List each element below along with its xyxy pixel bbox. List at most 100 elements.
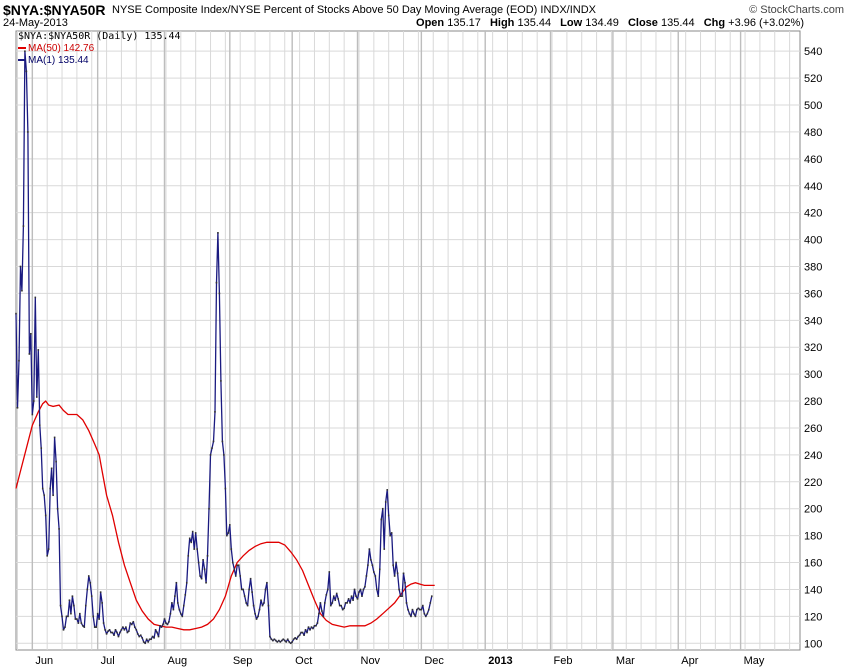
price-point	[199, 575, 201, 577]
price-point	[343, 607, 345, 610]
price-point	[272, 639, 274, 642]
price-point	[309, 629, 311, 631]
price-point	[234, 575, 237, 577]
price-point	[16, 406, 19, 409]
price-point	[414, 615, 417, 618]
price-point	[209, 454, 212, 456]
price-point	[19, 265, 22, 268]
price-point	[28, 353, 31, 355]
symbol-description: NYSE Composite Index/NYSE Percent of Sto…	[112, 4, 597, 16]
price-point	[304, 629, 307, 631]
price-point	[111, 631, 114, 634]
price-point	[254, 612, 256, 615]
price-point	[220, 380, 222, 382]
price-point	[147, 641, 149, 643]
price-point	[249, 577, 252, 580]
x-tick-label: Oct	[295, 655, 312, 667]
price-point	[64, 626, 66, 628]
price-point	[318, 612, 320, 615]
legend-ma1-text: MA(1) 135.44	[28, 55, 89, 66]
chart-legend: $NYA:$NYA50R (Daily) 135.44 MA(50) 142.7…	[18, 31, 181, 67]
plot-frame	[15, 30, 801, 651]
price-point	[148, 638, 151, 641]
price-point	[175, 581, 178, 584]
price-point	[86, 588, 89, 591]
price-point	[258, 608, 261, 611]
price-point	[157, 635, 160, 638]
y-tick-label: 120	[804, 611, 822, 623]
price-point	[286, 638, 289, 641]
price-point	[92, 615, 95, 618]
price-point	[325, 594, 328, 596]
price-point	[405, 602, 408, 604]
price-point	[58, 528, 60, 530]
price-point	[291, 641, 293, 643]
price-point	[126, 631, 129, 634]
price-point	[138, 635, 141, 638]
price-point	[172, 608, 175, 611]
price-point	[359, 588, 362, 591]
price-point	[101, 602, 103, 604]
legend-ma50: MA(50) 142.76	[18, 43, 181, 55]
price-point	[70, 612, 72, 615]
price-point	[212, 440, 215, 443]
price-point	[352, 599, 354, 602]
y-tick-label: 540	[804, 46, 822, 58]
price-point	[46, 555, 48, 557]
x-tick-label: Sep	[233, 655, 253, 667]
price-point	[365, 575, 368, 577]
price-point	[116, 631, 118, 634]
price-point	[187, 555, 190, 557]
x-tick-label: Jun	[35, 655, 53, 667]
price-point	[341, 608, 344, 611]
price-point	[266, 581, 268, 584]
price-point	[282, 638, 285, 641]
price-point	[350, 595, 353, 597]
price-point	[233, 568, 236, 571]
price-point	[221, 440, 224, 443]
price-point	[239, 575, 242, 577]
price-point	[98, 618, 100, 620]
price-point	[306, 631, 308, 634]
price-point	[413, 612, 415, 615]
price-point	[275, 639, 277, 642]
price-point	[27, 131, 29, 133]
close-label: Close	[627, 17, 658, 29]
price-point	[396, 572, 399, 575]
price-point	[211, 447, 213, 449]
y-tick-label: 300	[804, 369, 822, 381]
price-point	[387, 514, 390, 517]
y-tick-label: 460	[804, 154, 822, 166]
price-point	[362, 588, 365, 591]
price-point	[331, 602, 334, 604]
price-point	[267, 604, 270, 607]
y-tick-label: 260	[804, 423, 822, 435]
price-point	[316, 622, 319, 624]
price-point	[73, 604, 75, 607]
price-point	[429, 602, 432, 604]
price-point	[240, 588, 243, 591]
price-point	[373, 571, 375, 573]
price-point	[162, 623, 164, 626]
price-point	[79, 612, 81, 615]
price-point	[160, 626, 163, 628]
price-point	[389, 534, 391, 537]
price-point	[139, 634, 142, 636]
price-point	[24, 50, 26, 52]
price-point	[427, 608, 430, 611]
price-point	[430, 595, 433, 597]
price-point	[423, 612, 426, 615]
x-tick-label: Aug	[167, 655, 187, 667]
brand-logo[interactable]: © StockCharts.com	[749, 4, 844, 16]
legend-ma50-text: MA(50) 142.76	[28, 43, 95, 54]
price-point	[422, 604, 424, 607]
price-point	[185, 581, 188, 584]
legend-symbol: $NYA:$NYA50R (Daily) 135.44	[18, 31, 181, 43]
price-point	[190, 541, 193, 544]
x-tick-label: Dec	[424, 655, 444, 667]
price-point	[237, 564, 240, 567]
price-point	[136, 633, 139, 635]
price-point	[120, 629, 123, 631]
price-point	[263, 602, 265, 604]
